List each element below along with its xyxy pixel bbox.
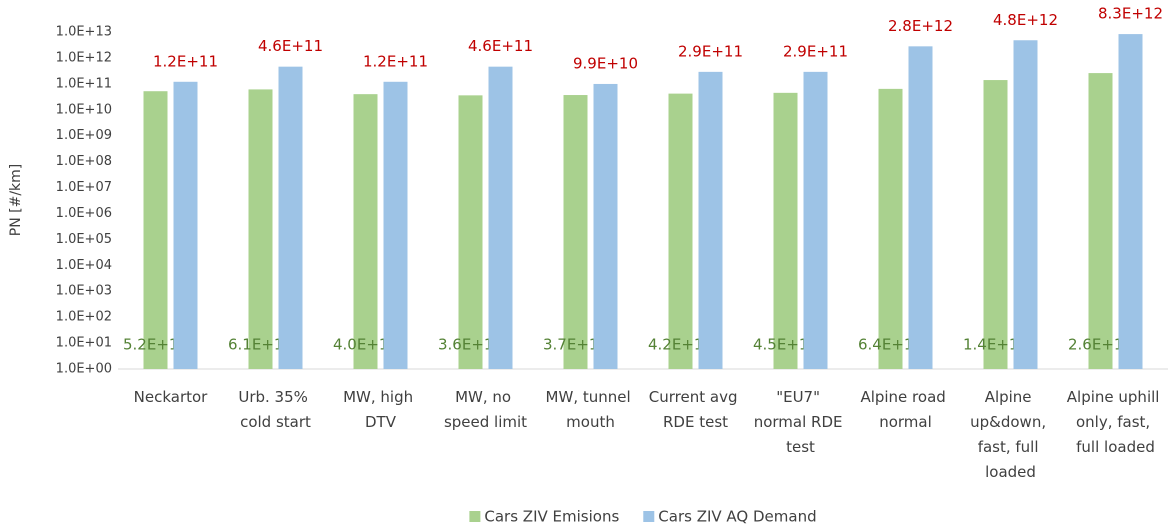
bar — [908, 46, 933, 370]
y-tick-label: 1.0E+07 — [56, 180, 112, 195]
bar — [878, 88, 903, 369]
data-label: 6.4E+10 — [858, 336, 923, 354]
data-label: 4.2E+10 — [648, 336, 713, 354]
data-label: 1.2E+11 — [153, 52, 218, 70]
y-tick-label: 1.0E+03 — [56, 284, 112, 299]
data-label: 3.7E+10 — [543, 336, 608, 354]
y-tick-label: 1.0E+05 — [56, 232, 112, 247]
data-label: 4.8E+12 — [993, 11, 1058, 29]
data-label: 2.9E+11 — [783, 42, 848, 60]
y-tick-label: 1.0E+11 — [56, 76, 112, 91]
x-tick-label: Alpine up&down, fast, full loaded — [970, 388, 1051, 481]
bar — [143, 91, 168, 369]
bar — [593, 83, 618, 370]
x-tick-label: Urb. 35% cold start — [238, 388, 312, 431]
y-tick-label: 1.0E+06 — [56, 206, 112, 221]
bar — [458, 95, 483, 370]
bar — [353, 94, 378, 369]
x-tick-label: MW, high DTV — [343, 388, 418, 431]
data-label: 5.2E+10 — [123, 336, 188, 354]
x-tick-label: "EU7" normal RDE test — [754, 388, 848, 456]
data-label: 2.9E+11 — [678, 42, 743, 60]
bar — [1013, 40, 1038, 369]
data-label: 4.6E+11 — [258, 37, 323, 55]
y-axis-label: PN [#/km] — [8, 164, 24, 236]
bar — [698, 71, 723, 369]
x-tick-label: Current avg RDE test — [649, 388, 742, 431]
data-label: 4.0E+10 — [333, 336, 398, 354]
y-tick-label: 1.0E+08 — [56, 154, 112, 169]
bar — [1088, 73, 1113, 369]
data-label: 4.6E+11 — [468, 37, 533, 55]
bar — [803, 71, 828, 369]
data-label: 2.8E+12 — [888, 17, 953, 35]
data-label: 1.2E+11 — [363, 52, 428, 70]
bar — [173, 81, 198, 370]
y-tick-label: 1.0E+12 — [56, 50, 112, 65]
bar — [983, 80, 1008, 369]
y-tick-label: 1.0E+13 — [56, 25, 112, 40]
legend-swatch — [469, 511, 481, 522]
y-tick-label: 1.0E+04 — [56, 258, 112, 273]
data-label: 9.9E+10 — [573, 54, 638, 72]
legend: Cars ZIV Emisions Cars ZIV AQ Demand — [469, 508, 817, 526]
y-tick-label: 1.0E+09 — [56, 128, 112, 143]
data-label: 1.4E+11 — [963, 336, 1028, 354]
legend-swatch — [643, 511, 655, 522]
y-tick-label: 1.0E+01 — [56, 336, 112, 351]
bar — [563, 95, 588, 369]
data-label: 4.5E+10 — [753, 336, 818, 354]
bar — [488, 66, 513, 369]
data-label: 3.6E+10 — [438, 336, 503, 354]
bar — [1118, 34, 1143, 369]
data-label: 8.3E+12 — [1098, 5, 1163, 23]
y-tick-label: 1.0E+10 — [56, 102, 112, 117]
bar — [773, 92, 798, 370]
x-tick-label: Alpine road normal — [860, 388, 950, 431]
x-tick-label: MW, tunnel mouth — [546, 388, 636, 431]
x-tick-label: Neckartor — [134, 388, 209, 406]
data-label: 2.6E+11 — [1068, 336, 1133, 354]
legend-label: Cars ZIV Emisions — [484, 508, 619, 526]
data-label: 6.1E+10 — [228, 336, 293, 354]
bar — [278, 66, 303, 369]
bar — [668, 93, 693, 369]
y-tick-label: 1.0E+00 — [56, 362, 112, 377]
x-tick-label: Alpine uphill only, fast, full loaded — [1067, 388, 1164, 456]
legend-label: Cars ZIV AQ Demand — [658, 508, 816, 526]
x-tick-label: MW, no speed limit — [444, 388, 527, 431]
bar — [383, 81, 408, 370]
y-tick-label: 1.0E+02 — [56, 310, 112, 325]
bar — [248, 89, 273, 369]
